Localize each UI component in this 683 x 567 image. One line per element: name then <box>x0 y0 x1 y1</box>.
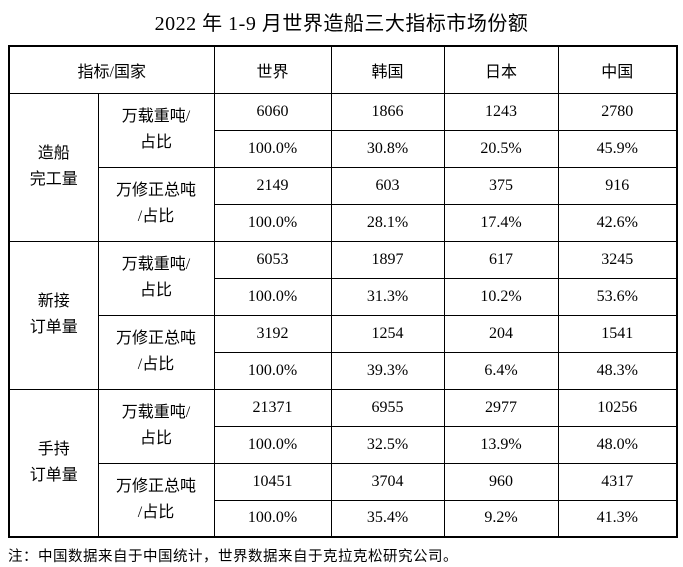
corner-header: 指标/国家 <box>8 45 215 94</box>
value-cell: 6060 <box>213 92 332 131</box>
share-cell: 6.4% <box>443 351 559 390</box>
value-cell: 1243 <box>443 92 559 131</box>
share-cell: 30.8% <box>330 129 445 168</box>
share-cell: 100.0% <box>213 277 332 316</box>
group-label-completions: 造船 完工量 <box>8 92 99 242</box>
group-label-orderbook: 手持 订单量 <box>8 388 99 538</box>
value-cell: 10451 <box>213 462 332 501</box>
value-cell: 4317 <box>557 462 678 501</box>
metric-label-dwt: 万载重吨/ 占比 <box>97 388 215 464</box>
value-cell: 3192 <box>213 314 332 353</box>
value-cell: 603 <box>330 166 445 205</box>
value-cell: 2977 <box>443 388 559 427</box>
value-cell: 960 <box>443 462 559 501</box>
value-cell: 21371 <box>213 388 332 427</box>
col-header-world: 世界 <box>213 45 332 94</box>
share-cell: 28.1% <box>330 203 445 242</box>
share-cell: 45.9% <box>557 129 678 168</box>
group-label-line: 造船 <box>37 145 70 162</box>
header-row: 指标/国家 世界 韩国 日本 中国 <box>8 45 678 94</box>
share-cell: 48.3% <box>557 351 678 390</box>
value-cell: 2149 <box>213 166 332 205</box>
group-label-line: 手持 <box>37 440 70 458</box>
col-header-japan: 日本 <box>443 45 559 94</box>
group-label-line: 订单量 <box>29 466 78 484</box>
table-row: 新接 订单量 万载重吨/ 占比 6053 1897 617 3245 <box>8 240 678 390</box>
share-cell: 48.0% <box>557 425 678 464</box>
table-row: 100.0% 31.3% 10.2% 53.6% <box>9 277 678 316</box>
metric-label-dwt: 万载重吨/ 占比 <box>97 240 215 316</box>
value-cell: 6053 <box>213 240 332 279</box>
value-cell: 1897 <box>330 240 445 279</box>
table-row: 万修正总吨 /占比 2149 603 375 916 <box>9 166 678 242</box>
metric-label-cgt: 万修正总吨 /占比 <box>97 462 215 538</box>
share-cell: 13.9% <box>443 425 559 464</box>
shipbuilding-share-table: 指标/国家 世界 韩国 日本 中国 造船 完工量 万载重吨/ 占比 6060 1… <box>8 45 679 538</box>
share-cell: 100.0% <box>213 351 332 390</box>
metric-label-line: /占比 <box>137 356 175 373</box>
value-cell: 1866 <box>330 92 445 131</box>
metric-label-line: 万载重吨/ <box>121 256 191 273</box>
metric-label-cgt: 万修正总吨 /占比 <box>97 314 215 390</box>
value-cell: 1541 <box>557 314 678 353</box>
value-cell: 3704 <box>330 462 445 501</box>
metric-label-cgt: 万修正总吨 /占比 <box>97 166 215 242</box>
value-cell: 2780 <box>557 92 678 131</box>
value-cell: 6955 <box>330 388 445 427</box>
metric-label-line: 占比 <box>140 134 173 151</box>
value-cell: 916 <box>557 166 678 205</box>
share-cell: 9.2% <box>443 499 559 538</box>
share-cell: 53.6% <box>557 277 678 316</box>
value-cell: 1254 <box>330 314 445 353</box>
metric-label-line: /占比 <box>137 208 175 225</box>
footnote: 注：中国数据来自于中国统计，世界数据来自于克拉克松研究公司。 <box>8 549 458 565</box>
share-cell: 31.3% <box>330 277 445 316</box>
metric-label-line: 万载重吨/ <box>121 108 191 125</box>
table-row: 万修正总吨 /占比 10451 3704 960 4317 <box>9 462 678 538</box>
value-cell: 375 <box>443 166 559 205</box>
value-cell: 10256 <box>557 388 678 427</box>
table-row: 100.0% 32.5% 13.9% 48.0% <box>9 425 678 464</box>
metric-label-line: /占比 <box>137 503 175 521</box>
group-label-line: 订单量 <box>29 319 78 336</box>
share-cell: 41.3% <box>557 499 678 538</box>
table-row: 100.0% 35.4% 9.2% 41.3% <box>9 499 678 538</box>
metric-label-line: 占比 <box>140 282 173 299</box>
share-cell: 100.0% <box>213 499 332 538</box>
table-row: 100.0% 39.3% 6.4% 48.3% <box>9 351 678 390</box>
share-cell: 20.5% <box>443 129 559 168</box>
metric-label-dwt: 万载重吨/ 占比 <box>97 92 215 168</box>
share-cell: 100.0% <box>213 425 332 464</box>
table-row: 手持 订单量 万载重吨/ 占比 21371 6955 2977 10256 <box>8 388 678 538</box>
table-row: 造船 完工量 万载重吨/ 占比 6060 1866 1243 2780 <box>8 92 678 242</box>
value-cell: 3245 <box>557 240 678 279</box>
share-cell: 10.2% <box>443 277 559 316</box>
metric-label-line: 万载重吨/ <box>121 404 191 421</box>
metric-label-line: 万修正总吨 <box>116 330 197 347</box>
table-title: 2022 年 1-9 月世界造船三大指标市场份额 <box>154 13 529 35</box>
share-cell: 100.0% <box>213 203 332 242</box>
col-header-china: 中国 <box>557 45 678 94</box>
share-cell: 100.0% <box>213 129 332 168</box>
group-label-line: 新接 <box>37 293 70 310</box>
metric-label-line: 万修正总吨 <box>116 182 197 199</box>
group-label-line: 完工量 <box>29 171 78 188</box>
table-row: 万修正总吨 /占比 3192 1254 204 1541 <box>9 314 678 390</box>
metric-label-line: 万修正总吨 <box>116 477 197 495</box>
share-cell: 35.4% <box>330 499 445 538</box>
group-label-new-orders: 新接 订单量 <box>8 240 99 390</box>
table-row: 100.0% 30.8% 20.5% 45.9% <box>9 129 678 168</box>
value-cell: 204 <box>443 314 559 353</box>
metric-label-line: 占比 <box>140 430 173 447</box>
share-cell: 17.4% <box>443 203 559 242</box>
col-header-korea: 韩国 <box>330 45 445 94</box>
share-cell: 42.6% <box>557 203 678 242</box>
value-cell: 617 <box>443 240 559 279</box>
share-cell: 39.3% <box>330 351 445 390</box>
table-row: 100.0% 28.1% 17.4% 42.6% <box>9 203 678 242</box>
share-cell: 32.5% <box>330 425 445 464</box>
